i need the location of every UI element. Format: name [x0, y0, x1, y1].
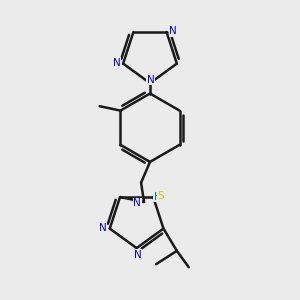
- Text: N: N: [113, 58, 121, 68]
- Text: N: N: [99, 223, 106, 233]
- Text: H: H: [154, 192, 162, 202]
- Text: N: N: [169, 26, 177, 36]
- Text: N: N: [147, 75, 154, 85]
- Text: S: S: [158, 190, 164, 200]
- Text: N: N: [133, 199, 141, 208]
- Text: N: N: [134, 250, 141, 260]
